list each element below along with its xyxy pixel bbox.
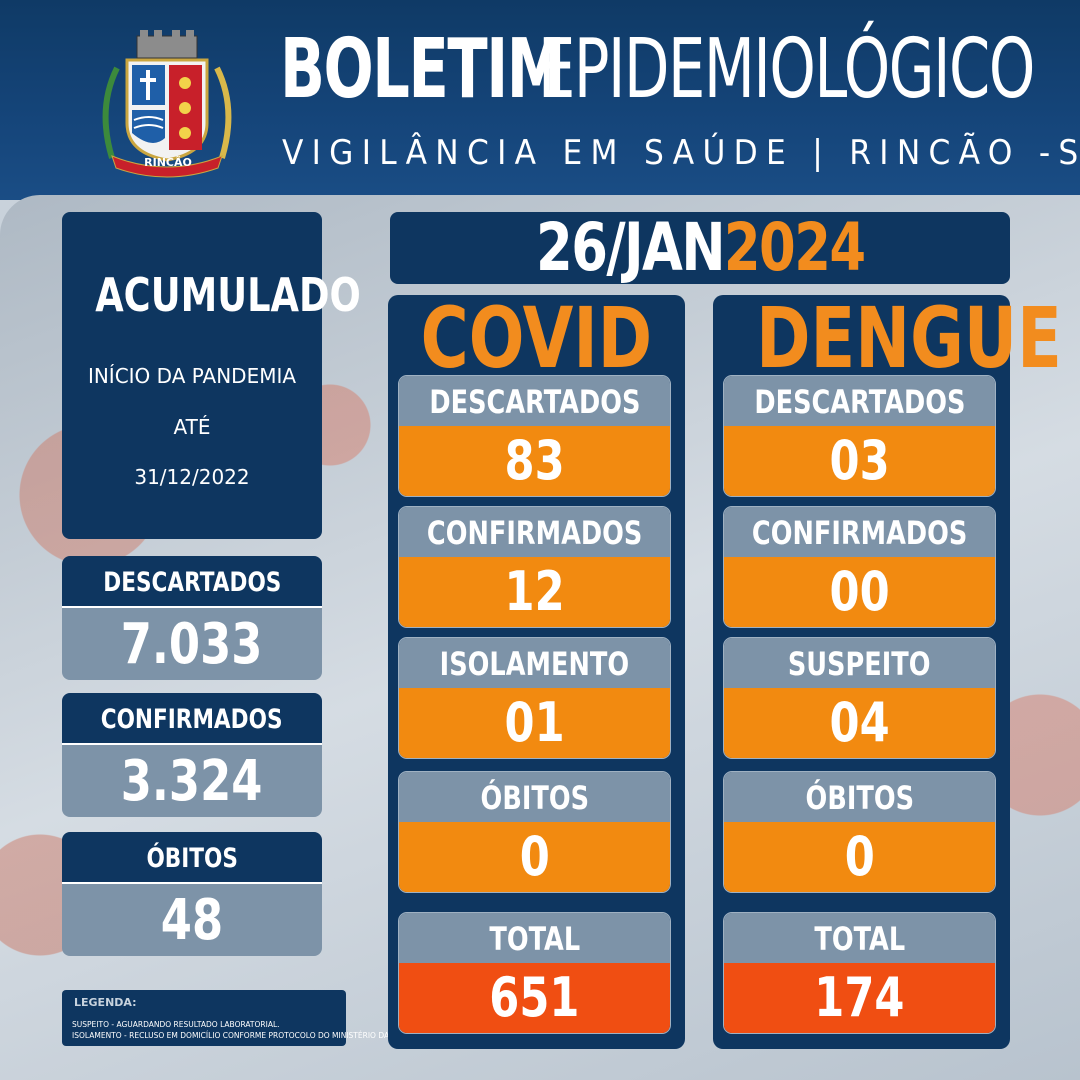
stat-value: 3.324 <box>62 743 322 817</box>
card-label: SUSPEITO <box>724 638 995 688</box>
date-text: 26/JAN2024 <box>535 209 866 286</box>
dengue-card-discarded: DESCARTADOS 03 <box>723 375 996 497</box>
card-value: 01 <box>399 688 670 758</box>
card-label: CONFIRMADOS <box>399 507 670 557</box>
dengue-column: DENGUE DESCARTADOS 03 CONFIRMADOS 00 SUS… <box>713 289 1062 1049</box>
card-value: 12 <box>399 557 670 627</box>
card-label: DESCARTADOS <box>399 376 670 426</box>
card-value: 04 <box>724 688 995 758</box>
crest-text: RINCÃO <box>144 156 192 169</box>
stat-label: DESCARTADOS <box>62 556 322 606</box>
accumulated-title: ACUMULADO <box>95 268 361 322</box>
dengue-card-deaths: ÓBITOS 0 <box>723 771 996 893</box>
covid-card-isolation: ISOLAMENTO 01 <box>398 637 671 759</box>
card-value: 03 <box>724 426 995 496</box>
card-label: CONFIRMADOS <box>724 507 995 557</box>
card-label: TOTAL <box>724 913 995 963</box>
accumulated-stat-discarded: DESCARTADOS 7.033 <box>62 556 322 680</box>
card-value: 0 <box>724 822 995 892</box>
covid-title: COVID <box>420 289 653 387</box>
card-value-total: 651 <box>399 963 670 1033</box>
accumulated-line-3: 31/12/2022 <box>134 465 250 489</box>
card-value: 00 <box>724 557 995 627</box>
card-label: TOTAL <box>399 913 670 963</box>
stat-label: CONFIRMADOS <box>62 693 322 743</box>
legend-title: LEGENDA: <box>74 996 137 1009</box>
date-year: 2024 <box>723 209 866 286</box>
dengue-card-suspect: SUSPEITO 04 <box>723 637 996 759</box>
legend-line-2: ISOLAMENTO - RECLUSO EM DOMICÍLIO CONFOR… <box>72 1031 418 1040</box>
dengue-card-total: TOTAL 174 <box>723 912 996 1034</box>
covid-card-confirmed: CONFIRMADOS 12 <box>398 506 671 628</box>
accumulated-line-1: INÍCIO DA PANDEMIA <box>87 364 297 388</box>
card-label: ÓBITOS <box>399 772 670 822</box>
stat-label: ÓBITOS <box>62 832 322 882</box>
covid-column: COVID DESCARTADOS 83 CONFIRMADOS 12 ISOL… <box>388 295 685 1049</box>
covid-card-deaths: ÓBITOS 0 <box>398 771 671 893</box>
card-value-total: 174 <box>724 963 995 1033</box>
title-bold: BOLETIM <box>280 22 566 117</box>
dengue-card-confirmed: CONFIRMADOS 00 <box>723 506 996 628</box>
accumulated-panel: ACUMULADO INÍCIO DA PANDEMIA ATÉ 31/12/2… <box>62 212 361 539</box>
legend: LEGENDA: SUSPEITO - AGUARDANDO RESULTADO… <box>62 990 418 1046</box>
municipal-crest-icon <box>102 30 232 178</box>
card-label: ÓBITOS <box>724 772 995 822</box>
legend-line-1: SUSPEITO - AGUARDANDO RESULTADO LABORATO… <box>72 1020 280 1029</box>
covid-card-discarded: DESCARTADOS 83 <box>398 375 671 497</box>
stat-value: 7.033 <box>62 606 322 680</box>
page-title: BOLETIM EPIDEMIOLÓGICO <box>280 22 1035 122</box>
covid-card-total: TOTAL 651 <box>398 912 671 1034</box>
card-label: DESCARTADOS <box>724 376 995 426</box>
title-light: EPIDEMIOLÓGICO <box>538 22 1035 117</box>
dengue-title: DENGUE <box>756 289 1062 387</box>
accumulated-stat-confirmed: CONFIRMADOS 3.324 <box>62 693 322 817</box>
page-subtitle: VIGILÂNCIA EM SAÚDE | RINCÃO -SP <box>282 133 1080 173</box>
stat-value: 48 <box>62 882 322 956</box>
card-value: 0 <box>399 822 670 892</box>
date-bar: 26/JAN2024 <box>390 212 1010 284</box>
accumulated-stat-deaths: ÓBITOS 48 <box>62 832 322 956</box>
accumulated-line-2: ATÉ <box>173 415 211 439</box>
card-value: 83 <box>399 426 670 496</box>
card-label: ISOLAMENTO <box>399 638 670 688</box>
